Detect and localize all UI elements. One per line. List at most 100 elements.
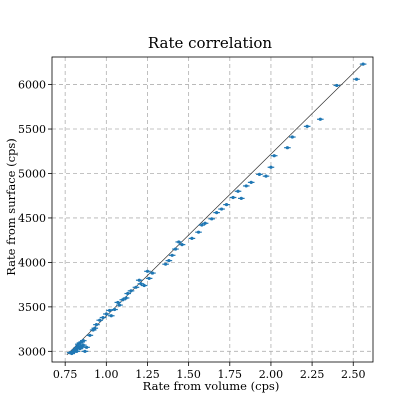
x-tick-label: 2.50: [341, 368, 366, 381]
data-point: [103, 312, 110, 316]
data-point: [79, 339, 87, 343]
data-point: [198, 223, 206, 227]
data-point: [116, 303, 123, 307]
data-point: [127, 289, 135, 293]
data-point: [99, 315, 107, 320]
point-marker: [231, 195, 235, 200]
point-marker: [81, 343, 85, 347]
data-point: [168, 253, 176, 257]
data-point: [81, 349, 89, 353]
point-marker: [83, 349, 87, 353]
point-marker: [104, 312, 108, 316]
data-points: [66, 62, 367, 356]
data-point: [145, 276, 153, 281]
data-point: [73, 349, 80, 353]
x-tick-label: 1.00: [94, 368, 119, 381]
point-marker: [167, 259, 171, 263]
point-marker: [180, 243, 184, 247]
point-marker: [93, 326, 97, 330]
point-marker: [224, 203, 229, 207]
x-tick-label: 2.25: [300, 368, 325, 381]
data-point: [195, 230, 202, 234]
point-marker: [94, 323, 99, 327]
point-marker: [354, 77, 359, 81]
point-marker: [272, 154, 276, 158]
point-marker: [108, 308, 112, 313]
data-point: [114, 300, 122, 305]
data-point: [333, 83, 341, 88]
data-point: [238, 196, 245, 200]
point-marker: [124, 296, 128, 300]
data-point: [267, 165, 275, 169]
point-marker: [269, 165, 273, 169]
data-point: [218, 207, 225, 211]
data-point: [83, 345, 90, 349]
data-point: [86, 333, 94, 337]
data-point: [188, 236, 196, 240]
x-tick-label: 1.50: [176, 368, 201, 381]
data-point: [149, 271, 156, 275]
data-point: [140, 283, 148, 288]
point-marker: [98, 318, 102, 322]
data-point: [165, 259, 173, 263]
point-marker: [101, 315, 105, 320]
chart-title: Rate correlation: [148, 34, 272, 52]
data-point: [132, 285, 140, 289]
point-marker: [257, 172, 262, 176]
point-marker: [318, 117, 322, 121]
point-marker: [239, 196, 243, 200]
point-marker: [147, 276, 151, 281]
data-point: [91, 326, 99, 330]
data-point: [124, 291, 132, 296]
point-marker: [81, 339, 85, 343]
data-point: [213, 211, 220, 215]
point-marker: [121, 298, 125, 302]
point-marker: [170, 253, 174, 257]
data-point: [289, 135, 296, 139]
data-point: [208, 217, 215, 221]
x-axis-label: Rate from volume (cps): [143, 379, 280, 393]
data-point: [256, 172, 263, 176]
point-marker: [361, 62, 365, 66]
data-point: [172, 247, 179, 251]
point-marker: [173, 247, 178, 251]
plot-frame: [51, 56, 374, 363]
point-marker: [285, 146, 289, 150]
y-tick-label: 5000: [18, 167, 46, 180]
point-marker: [109, 314, 113, 318]
point-marker: [129, 289, 133, 293]
point-marker: [236, 189, 240, 193]
ticks: 0.75 1.00 1.25 1.50 1.75 2.00 2.25 2.50 3000 3500…: [18, 79, 365, 381]
data-point: [270, 154, 278, 158]
point-marker: [134, 285, 138, 289]
point-marker: [200, 223, 204, 227]
point-marker: [305, 124, 309, 128]
y-tick-label: 6000: [18, 79, 46, 92]
fit-line: [66, 64, 362, 356]
data-point: [317, 117, 324, 121]
y-tick-label: 4500: [18, 212, 46, 225]
data-point: [178, 243, 186, 247]
x-tick-label: 1.25: [135, 368, 160, 381]
data-point: [135, 278, 143, 282]
point-marker: [117, 303, 122, 307]
point-marker: [75, 349, 79, 353]
point-marker: [84, 345, 89, 349]
x-tick-label: 2.00: [259, 368, 284, 381]
y-axis-label: Rate from surface (cps): [4, 138, 18, 276]
point-marker: [244, 184, 248, 188]
data-point: [303, 124, 311, 128]
data-point: [234, 189, 242, 193]
point-marker: [210, 217, 214, 221]
grid: [52, 57, 373, 362]
point-marker: [219, 207, 224, 211]
data-point: [119, 298, 127, 302]
point-marker: [112, 307, 117, 312]
data-point: [107, 314, 115, 318]
data-point: [229, 195, 237, 200]
data-point: [144, 269, 151, 273]
point-marker: [139, 282, 143, 286]
data-point: [79, 343, 87, 347]
data-point: [122, 296, 130, 300]
